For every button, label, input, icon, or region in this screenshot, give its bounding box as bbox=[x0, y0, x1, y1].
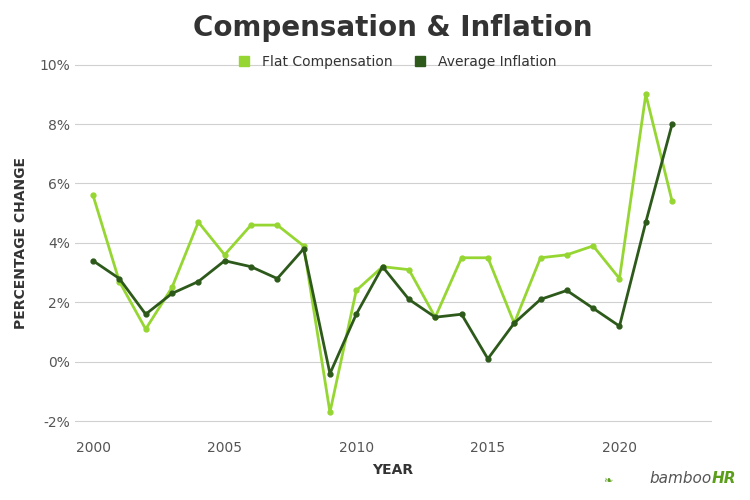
Average Inflation bbox=[536, 296, 545, 302]
Flat Compensation bbox=[299, 243, 308, 249]
Average Inflation bbox=[510, 320, 519, 326]
Line: Average Inflation: Average Inflation bbox=[91, 122, 674, 376]
Flat Compensation bbox=[194, 219, 202, 225]
Flat Compensation bbox=[404, 266, 413, 272]
Flat Compensation bbox=[483, 255, 492, 261]
Legend: Flat Compensation, Average Inflation: Flat Compensation, Average Inflation bbox=[224, 49, 562, 74]
Average Inflation bbox=[668, 121, 676, 127]
Average Inflation bbox=[299, 246, 308, 252]
Flat Compensation bbox=[430, 314, 439, 320]
Text: bamboo: bamboo bbox=[650, 472, 712, 486]
Flat Compensation bbox=[641, 92, 650, 98]
Average Inflation bbox=[88, 258, 98, 264]
Average Inflation bbox=[247, 264, 256, 270]
Average Inflation bbox=[641, 219, 650, 225]
Flat Compensation bbox=[668, 198, 676, 204]
Average Inflation bbox=[404, 296, 413, 302]
Flat Compensation bbox=[167, 284, 176, 290]
Y-axis label: PERCENTAGE CHANGE: PERCENTAGE CHANGE bbox=[14, 157, 28, 329]
Flat Compensation bbox=[115, 278, 124, 284]
Flat Compensation bbox=[352, 288, 361, 294]
Title: Compensation & Inflation: Compensation & Inflation bbox=[194, 14, 592, 42]
Flat Compensation bbox=[326, 410, 334, 416]
Flat Compensation bbox=[510, 320, 519, 326]
Flat Compensation bbox=[88, 192, 98, 198]
Flat Compensation bbox=[273, 222, 282, 228]
Flat Compensation bbox=[457, 255, 466, 261]
Flat Compensation bbox=[615, 276, 624, 281]
Average Inflation bbox=[430, 314, 439, 320]
Average Inflation bbox=[615, 323, 624, 329]
Average Inflation bbox=[562, 288, 572, 294]
Average Inflation bbox=[194, 278, 202, 284]
Text: ❧: ❧ bbox=[604, 476, 613, 486]
Flat Compensation bbox=[247, 222, 256, 228]
Average Inflation bbox=[352, 311, 361, 317]
Flat Compensation bbox=[562, 252, 572, 258]
Average Inflation bbox=[326, 370, 334, 376]
Flat Compensation bbox=[220, 252, 230, 258]
Average Inflation bbox=[220, 258, 230, 264]
Average Inflation bbox=[273, 276, 282, 281]
Average Inflation bbox=[457, 311, 466, 317]
Average Inflation bbox=[167, 290, 176, 296]
Flat Compensation bbox=[536, 255, 545, 261]
Average Inflation bbox=[589, 306, 598, 312]
X-axis label: YEAR: YEAR bbox=[373, 464, 414, 477]
Average Inflation bbox=[141, 311, 150, 317]
Average Inflation bbox=[378, 264, 387, 270]
Line: Flat Compensation: Flat Compensation bbox=[91, 92, 674, 414]
Average Inflation bbox=[115, 276, 124, 281]
Text: HR: HR bbox=[712, 472, 736, 486]
Flat Compensation bbox=[589, 243, 598, 249]
Average Inflation bbox=[483, 356, 492, 362]
Flat Compensation bbox=[141, 326, 150, 332]
Flat Compensation bbox=[378, 264, 387, 270]
